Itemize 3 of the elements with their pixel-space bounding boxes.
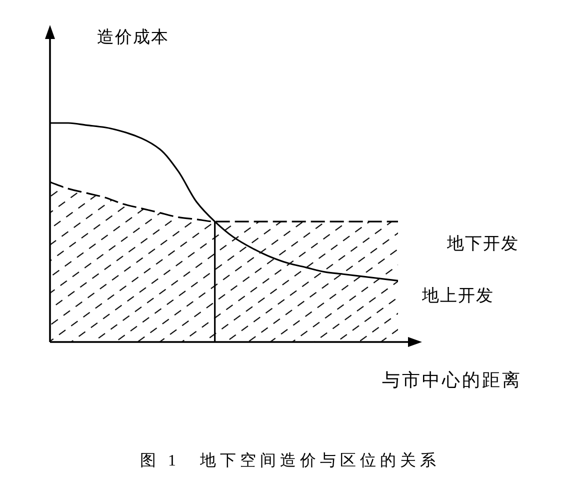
y-axis-title: 造价成本 xyxy=(97,27,169,46)
x-axis-title: 与市中心的距离 xyxy=(382,370,522,390)
text: 图 1 地下空间造价与区位的关系 xyxy=(140,452,440,470)
